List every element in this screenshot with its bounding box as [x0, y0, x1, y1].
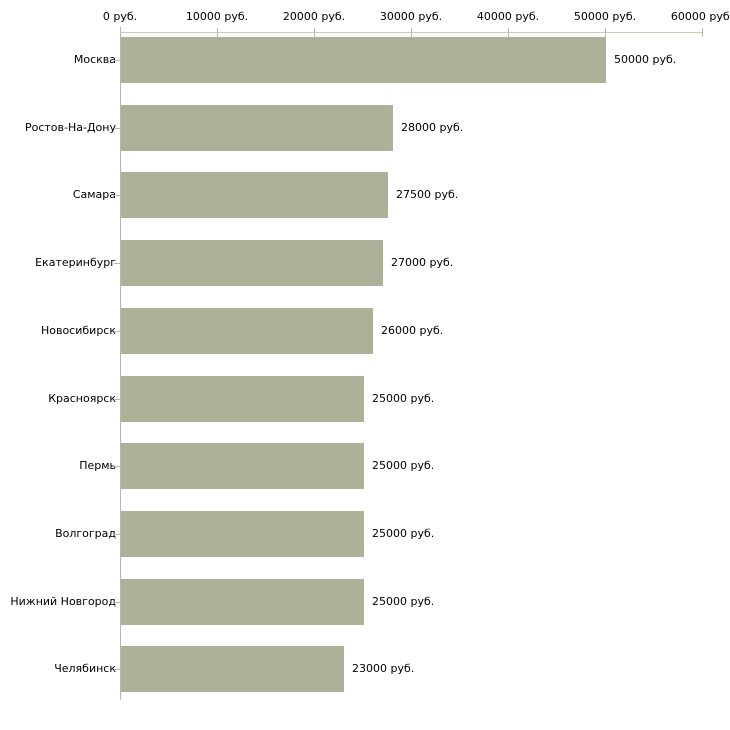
category-tick	[114, 128, 120, 129]
category-tick	[114, 331, 120, 332]
x-tick-label: 50000 руб.	[573, 10, 637, 23]
category-tick	[114, 466, 120, 467]
bar	[121, 579, 364, 625]
bar	[121, 646, 344, 692]
x-tick	[411, 28, 412, 37]
category-label: Красноярск	[48, 392, 116, 405]
bar	[121, 376, 364, 422]
value-label: 50000 руб.	[614, 53, 677, 66]
x-tick-label: 0 руб.	[102, 10, 138, 23]
category-label: Пермь	[79, 459, 116, 472]
category-tick	[114, 263, 120, 264]
category-tick	[114, 399, 120, 400]
x-tick	[508, 28, 509, 37]
category-label: Самара	[72, 188, 116, 201]
value-label: 23000 руб.	[352, 662, 415, 675]
x-tick	[702, 28, 703, 37]
category-label: Волгоград	[55, 527, 116, 540]
category-label: Екатеринбург	[35, 256, 116, 269]
value-label: 28000 руб.	[401, 121, 464, 134]
x-tick	[217, 28, 218, 37]
bar	[121, 308, 373, 354]
x-tick-label: 40000 руб.	[476, 10, 540, 23]
value-label: 25000 руб.	[372, 595, 435, 608]
category-label: Ростов-На-Дону	[24, 121, 116, 134]
category-tick	[114, 60, 120, 61]
bar	[121, 240, 383, 286]
x-tick-label: 20000 руб.	[282, 10, 346, 23]
value-label: 27000 руб.	[391, 256, 454, 269]
bar	[121, 172, 388, 218]
x-tick-label: 60000 руб.	[670, 10, 730, 23]
bar	[121, 37, 606, 83]
x-tick	[605, 28, 606, 37]
category-label: Нижний Новгород	[10, 595, 116, 608]
value-label: 25000 руб.	[372, 459, 435, 472]
y-axis-line	[120, 27, 121, 700]
x-tick	[314, 28, 315, 37]
value-label: 25000 руб.	[372, 527, 435, 540]
bar	[121, 443, 364, 489]
category-tick	[114, 669, 120, 670]
category-label: Москва	[73, 53, 116, 66]
category-label: Новосибирск	[40, 324, 116, 337]
category-tick	[114, 195, 120, 196]
value-label: 26000 руб.	[381, 324, 444, 337]
category-tick	[114, 602, 120, 603]
category-tick	[114, 534, 120, 535]
x-tick-label: 30000 руб.	[379, 10, 443, 23]
x-tick	[120, 28, 121, 37]
value-label: 27500 руб.	[396, 188, 459, 201]
value-label: 25000 руб.	[372, 392, 435, 405]
x-tick-label: 10000 руб.	[185, 10, 249, 23]
bar	[121, 105, 393, 151]
category-label: Челябинск	[54, 662, 116, 675]
bar	[121, 511, 364, 557]
